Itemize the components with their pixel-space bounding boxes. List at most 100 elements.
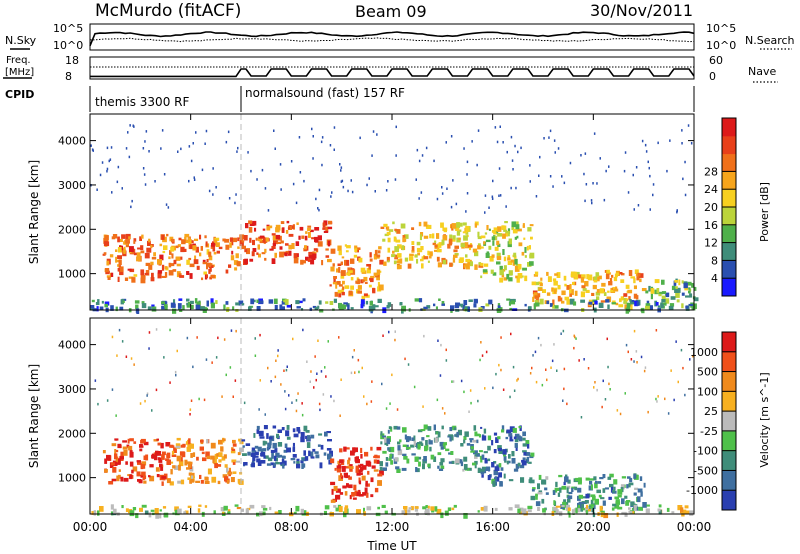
echo-cell <box>503 453 506 457</box>
echo-cell <box>238 300 244 306</box>
echo-cell <box>216 250 220 254</box>
echo-cell <box>107 277 111 280</box>
echo-cell <box>517 228 522 232</box>
echo-cell <box>466 192 469 195</box>
echo-cell <box>613 479 618 485</box>
echo-cell <box>503 256 507 262</box>
echo-cell <box>619 412 622 416</box>
echo-cell <box>647 410 649 414</box>
freq-unit-label: [MHz] <box>5 67 34 78</box>
echo-cell <box>109 254 114 258</box>
echo-cell <box>333 278 336 283</box>
echo-cell <box>384 437 388 443</box>
echo-cell <box>228 264 232 268</box>
echo-cell <box>527 509 532 513</box>
echo-cell <box>587 274 593 281</box>
echo-cell <box>501 425 505 431</box>
echo-cell <box>667 412 670 415</box>
echo-cell <box>627 476 631 479</box>
echo-cell <box>364 281 368 284</box>
echo-cell <box>140 277 146 284</box>
echo-cell <box>340 261 343 266</box>
echo-cell <box>285 243 289 246</box>
echo-cell <box>402 235 406 239</box>
echo-cell <box>484 211 486 214</box>
echo-cell <box>504 460 507 463</box>
echo-cell <box>451 507 455 511</box>
echo-cell <box>441 239 445 245</box>
echo-cell <box>251 462 255 468</box>
echo-cell <box>243 401 246 405</box>
echo-cell <box>321 163 323 167</box>
echo-cell <box>223 454 227 459</box>
echo-cell <box>220 507 225 512</box>
echo-cell <box>280 221 285 224</box>
echo-cell <box>529 224 534 227</box>
echo-cell <box>104 303 108 308</box>
echo-cell <box>186 467 190 470</box>
echo-cell <box>389 446 395 453</box>
echo-cell <box>683 281 688 285</box>
echo-cell <box>274 458 278 462</box>
echo-cell <box>295 409 298 413</box>
echo-cell <box>331 191 333 194</box>
echo-cell <box>436 233 440 239</box>
echo-cell <box>312 251 315 255</box>
echo-cell <box>488 206 490 209</box>
echo-cell <box>578 494 583 499</box>
echo-cell <box>664 298 670 304</box>
echo-cell <box>186 446 191 450</box>
echo-cell <box>361 475 366 481</box>
echo-cell <box>249 504 255 509</box>
echo-cell <box>242 453 247 456</box>
echo-cell <box>497 436 501 440</box>
echo-cell <box>569 284 572 290</box>
echo-cell <box>319 408 321 412</box>
echo-cell <box>218 439 223 445</box>
echo-cell <box>506 460 509 465</box>
echo-cell <box>401 245 405 251</box>
echo-cell <box>260 460 266 464</box>
echo-cell <box>448 239 452 246</box>
echo-cell <box>501 225 505 230</box>
echo-cell <box>317 339 319 342</box>
echo-cell <box>588 504 593 507</box>
echo-cell <box>386 438 391 445</box>
echo-cell <box>438 242 444 246</box>
echo-cell <box>602 488 606 493</box>
echo-cell <box>588 299 594 304</box>
echo-cell <box>389 402 391 405</box>
echo-cell <box>105 271 110 275</box>
echo-cell <box>607 476 612 480</box>
echo-cell <box>178 464 181 471</box>
echo-cell <box>465 225 470 232</box>
echo-cell <box>214 463 218 469</box>
echo-cell <box>193 259 199 265</box>
echo-cell <box>309 229 314 233</box>
echo-cell <box>310 370 312 373</box>
echo-cell <box>231 459 237 463</box>
echo-cell <box>491 195 494 198</box>
echo-cell <box>280 240 284 244</box>
echo-cell <box>682 366 684 370</box>
echo-cell <box>571 487 574 492</box>
echo-cell <box>131 199 133 203</box>
echo-cell <box>327 226 333 230</box>
echo-cell <box>330 499 336 503</box>
echo-cell <box>488 228 491 231</box>
echo-cell <box>129 461 134 467</box>
echo-cell <box>437 339 439 342</box>
echo-cell <box>148 238 151 243</box>
echo-cell <box>251 452 256 457</box>
echo-cell <box>454 253 459 256</box>
echo-cell <box>293 253 298 259</box>
echo-cell <box>307 225 312 228</box>
echo-cell <box>308 251 313 256</box>
echo-cell <box>214 239 218 244</box>
echo-cell <box>371 380 373 383</box>
echo-cell <box>247 451 251 456</box>
echo-cell <box>453 249 458 253</box>
echo-cell <box>597 276 600 282</box>
echo-cell <box>296 463 301 469</box>
echo-cell <box>688 287 691 290</box>
